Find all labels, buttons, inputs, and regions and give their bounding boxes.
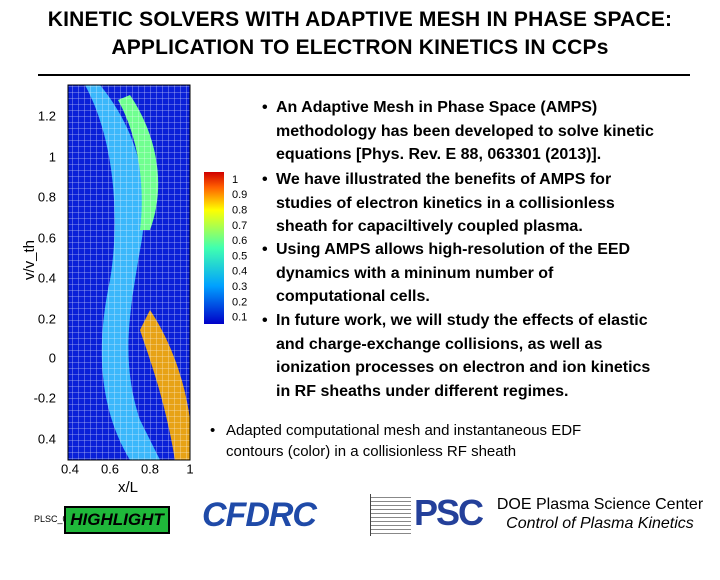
slide: KINETIC SOLVERS WITH ADAPTIVE MESH IN PH… <box>21 8 704 536</box>
x-tick-label: 1 <box>186 461 193 476</box>
text-line: An Adaptive Mesh in Phase Space (AMPS) <box>276 99 598 116</box>
colorbar-label: 1 <box>232 174 238 186</box>
y-tick-label: 0.2 <box>38 311 56 326</box>
text-line: in RF sheaths under different regimes. <box>276 382 569 400</box>
y-tick-label: 0.4 <box>38 270 56 285</box>
colorbar-label: 0.1 <box>232 312 247 324</box>
colorbar-labels: 1 0.9 0.8 0.7 0.6 0.5 0.4 0.3 0.2 0.1 <box>232 174 247 324</box>
logo-text <box>370 494 411 536</box>
y-tick-label: 0.6 <box>38 230 56 245</box>
text-line: computational cells. <box>276 288 430 305</box>
text-line: Adapted computational mesh and instantan… <box>226 422 582 439</box>
x-tick-label: 0.8 <box>141 461 159 476</box>
text-line: ionization processes on electron and ion… <box>276 359 651 376</box>
slide-id: PLSC_0214 <box>34 514 83 524</box>
caption: • Adapted computational mesh and instant… <box>210 422 582 460</box>
colorbar-label: 0.4 <box>232 266 247 278</box>
colorbar-label: 0.9 <box>232 189 247 201</box>
mesh <box>68 85 190 460</box>
center-name: DOE Plasma Science Center <box>496 496 704 513</box>
bullet: • In future work, we will study the effe… <box>262 309 650 403</box>
figure: 1.2 1 0.8 0.6 0.4 0.2 0 -0.2 0.4 0.4 0.6… <box>21 84 247 496</box>
rule <box>38 74 690 76</box>
text-line: contours (color) in a collisionless RF s… <box>226 443 517 460</box>
text-line: and charge-exchange collisions, as well … <box>276 335 603 353</box>
y-tick-label: 0.8 <box>38 189 56 204</box>
text-line: In future work, we will study the effect… <box>276 312 648 329</box>
title-line: KINETIC SOLVERS WITH ADAPTIVE MESH IN PH… <box>47 8 673 31</box>
y-tick-label: -0.2 <box>34 390 56 405</box>
x-tick-label: 0.4 <box>61 461 79 476</box>
y-tick-label: 1 <box>49 149 56 164</box>
center-name: Control of Plasma Kinetics <box>506 515 694 532</box>
colorbar-label: 0.2 <box>232 296 247 308</box>
colorbar-label: 0.8 <box>232 205 247 217</box>
x-tick-label: 0.6 <box>101 461 119 476</box>
text-line: equations [Phys. Rev. E 88, 063301 (2013… <box>276 146 602 163</box>
y-axis-label: v/v_th <box>21 240 38 280</box>
text-line: dynamics with a mininum number of <box>276 264 554 282</box>
x-axis-label: x/L <box>118 479 138 496</box>
y-tick-label: 0 <box>49 350 56 365</box>
y-tick-label: 1.2 <box>38 108 56 123</box>
bullet: • We have illustrated the benefits of AM… <box>262 168 615 239</box>
title-line: APPLICATION TO ELECTRON KINETICS IN CCPs <box>111 36 609 59</box>
colorbar <box>204 172 224 324</box>
y-tick-label: 0.4 <box>38 431 56 446</box>
bullet: • An Adaptive Mesh in Phase Space (AMPS)… <box>262 96 654 167</box>
text-line: Using AMPS allows high-resolution of the… <box>276 241 631 258</box>
text-line: methodology has been developed to solve … <box>276 122 654 140</box>
logo: CFDRC <box>202 496 317 534</box>
colorbar-label: 0.3 <box>232 281 247 293</box>
highlight-badge: HIGHLIGHT <box>64 506 170 534</box>
colorbar-label: 0.5 <box>232 250 247 262</box>
text-line: studies of electron kinetics in a collis… <box>276 194 615 212</box>
logo: PSC <box>414 492 484 533</box>
bullet: • Using AMPS allows high-resolution of t… <box>262 238 630 309</box>
colorbar-label: 0.6 <box>232 235 247 247</box>
text-line: sheath for capaciltively coupled plasma. <box>276 218 583 235</box>
plot-frame <box>67 84 191 461</box>
colorbar-label: 0.7 <box>232 220 247 232</box>
text-line: We have illustrated the benefits of AMPS… <box>276 171 612 188</box>
